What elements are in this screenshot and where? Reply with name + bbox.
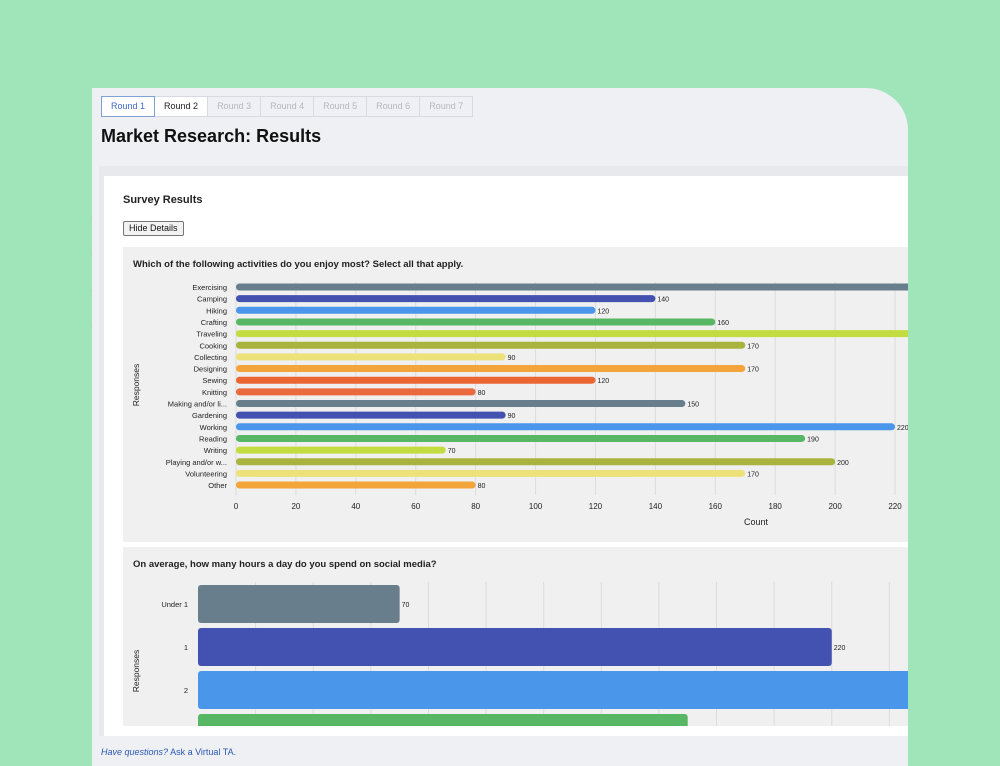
bar	[236, 353, 506, 361]
tab-round-2[interactable]: Round 2	[155, 96, 209, 117]
bar	[198, 671, 908, 709]
category-label: Gardening	[192, 411, 227, 420]
x-tick-label: 140	[649, 502, 663, 511]
bar	[236, 469, 746, 477]
survey-card: Survey Results Hide Details Which of the…	[104, 176, 908, 736]
category-label: Sewing	[202, 376, 227, 385]
social-media-chart-panel: On average, how many hours a day do you …	[123, 547, 908, 726]
data-label: 220	[897, 425, 908, 432]
bar	[236, 283, 908, 291]
tab-round-3: Round 3	[208, 96, 262, 117]
social-media-bar-chart: Under 1 70 1 220 2 Responses	[131, 582, 908, 726]
category-label: Cooking	[199, 341, 227, 350]
chart-question: Which of the following activities do you…	[133, 259, 464, 270]
category-label: Designing	[194, 365, 227, 374]
data-label: 190	[807, 436, 819, 443]
bar	[236, 330, 908, 338]
x-tick-label: 0	[234, 502, 239, 511]
category-label: Other	[208, 481, 227, 490]
bar	[236, 411, 506, 419]
hide-details-button[interactable]: Hide Details	[123, 221, 184, 236]
footer-question: Have questions?	[101, 747, 169, 757]
category-label: Playing and/or w...	[166, 458, 227, 467]
data-label: 80	[478, 390, 486, 397]
activities-bar-chart: 0 20 40 60 80 100 120 140 160 180 200 220 Exercising…	[131, 282, 908, 527]
category-label: Traveling	[196, 330, 227, 339]
x-tick-label: 100	[529, 502, 543, 511]
category-label: Hiking	[206, 306, 227, 315]
x-tick-label: 20	[291, 502, 300, 511]
survey-title: Survey Results	[123, 194, 203, 206]
x-tick-label: 160	[709, 502, 723, 511]
x-tick-label: 120	[589, 502, 603, 511]
bar	[236, 481, 476, 489]
x-tick-label: 60	[411, 502, 420, 511]
bar	[236, 458, 836, 466]
content-area[interactable]: Survey Results Hide Details Which of the…	[99, 166, 908, 736]
bar	[236, 388, 476, 396]
x-tick-label: 180	[769, 502, 783, 511]
data-label: 70	[402, 602, 410, 609]
data-label: 90	[508, 355, 516, 362]
data-label: 160	[717, 320, 729, 327]
data-label: 220	[834, 645, 846, 652]
data-label: 150	[687, 402, 699, 409]
category-label: Camping	[197, 295, 227, 304]
data-label: 170	[747, 367, 759, 374]
data-label: 90	[508, 413, 516, 420]
data-label: 120	[597, 308, 609, 315]
bar	[236, 295, 656, 303]
category-label: Writing	[204, 446, 227, 455]
bar	[198, 585, 400, 623]
y-axis-label: Responses	[131, 364, 141, 407]
tab-round-1[interactable]: Round 1	[101, 96, 156, 117]
bar	[198, 714, 688, 726]
footer-help: Have questions? Ask a Virtual TA.	[101, 747, 236, 757]
category-label: Collecting	[194, 353, 227, 362]
virtual-ta-link[interactable]: Ask a Virtual TA.	[170, 747, 237, 757]
data-label: 170	[747, 471, 759, 478]
page-title: Market Research: Results	[101, 126, 322, 146]
data-label: 170	[747, 343, 759, 350]
bar	[236, 376, 596, 384]
bar	[198, 628, 832, 666]
chart-question: On average, how many hours a day do you …	[133, 559, 437, 570]
category-label: Knitting	[202, 388, 227, 397]
bar	[236, 318, 716, 326]
tab-round-5: Round 5	[314, 96, 368, 117]
data-label: 120	[597, 378, 609, 385]
bar	[236, 446, 446, 454]
bar	[236, 400, 686, 407]
data-label: 70	[448, 448, 456, 455]
category-label: Volunteering	[185, 469, 227, 478]
category-label: 2	[184, 686, 188, 695]
activities-chart-panel: Which of the following activities do you…	[123, 247, 908, 542]
tab-round-6: Round 6	[367, 96, 421, 117]
y-axis-label: Responses	[131, 650, 141, 693]
category-label: Working	[200, 423, 227, 432]
tab-round-4: Round 4	[261, 96, 315, 117]
bar	[236, 341, 746, 349]
app-window: Round 1 Round 2 Round 3 Round 4 Round 5 Round…	[92, 88, 908, 766]
x-tick-label: 40	[351, 502, 360, 511]
bar	[236, 423, 896, 431]
bar	[236, 306, 596, 314]
category-label: Crafting	[201, 318, 227, 327]
data-label: 140	[657, 297, 669, 304]
category-label: Making and/or li...	[168, 400, 227, 409]
x-tick-label: 80	[471, 502, 480, 511]
round-tabs: Round 1 Round 2 Round 3 Round 4 Round 5 Round…	[101, 96, 474, 117]
category-label: Exercising	[192, 283, 227, 292]
category-label: Reading	[199, 434, 227, 443]
x-tick-label: 200	[828, 502, 842, 511]
data-label: 200	[837, 460, 849, 467]
x-axis-label: Count	[744, 517, 769, 527]
tab-round-7: Round 7	[420, 96, 474, 117]
bar	[236, 434, 806, 442]
category-label: Under 1	[161, 600, 188, 609]
category-label: 1	[184, 643, 188, 652]
x-tick-label: 220	[888, 502, 902, 511]
data-label: 80	[478, 483, 486, 490]
bar	[236, 365, 746, 373]
